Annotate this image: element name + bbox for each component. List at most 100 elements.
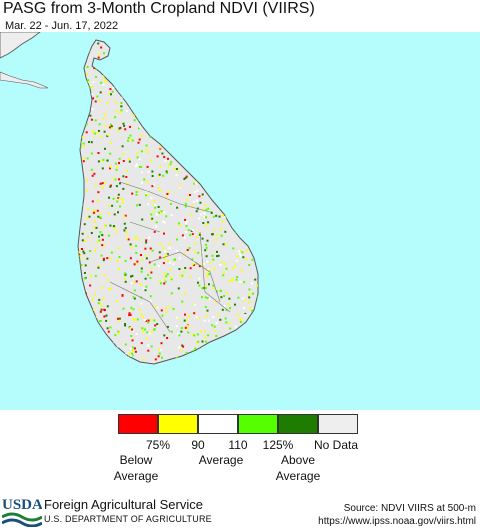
ndvi-pixel [93,220,96,223]
ndvi-pixel [122,187,125,190]
ndvi-pixel [165,275,168,278]
ndvi-pixel [248,264,251,266]
ndvi-pixel [140,342,143,345]
ndvi-pixel [166,273,169,276]
ndvi-pixel [142,358,145,361]
ndvi-pixel [116,259,119,262]
ndvi-pixel [229,327,232,330]
ndvi-pixel [232,267,235,270]
legend-group-below-2: Average [113,469,159,483]
ndvi-pixel [234,264,237,267]
ndvi-pixel [140,134,143,137]
ndvi-pixel [204,336,207,339]
ndvi-pixel [187,229,190,231]
ndvi-pixel [83,252,86,255]
ndvi-pixel [166,172,169,174]
ndvi-pixel [180,349,183,352]
ndvi-pixel [158,211,160,214]
ndvi-pixel [109,224,112,227]
india-coast [0,32,41,59]
ndvi-pixel [161,314,164,317]
ndvi-pixel [115,185,118,188]
ndvi-pixel [199,213,202,216]
ndvi-pixel [101,244,104,247]
ndvi-pixel [92,97,95,100]
ndvi-pixel [86,66,89,68]
ndvi-pixel [202,222,205,224]
ndvi-pixel [169,163,172,166]
ndvi-pixel [176,206,179,209]
ndvi-pixel [187,331,190,334]
ndvi-pixel [134,165,137,168]
ndvi-pixel [152,183,155,186]
ndvi-pixel [177,170,180,173]
legend-tick-nodata: No Data [313,438,359,452]
ndvi-pixel [136,204,138,207]
ndvi-pixel [185,175,188,178]
ndvi-pixel [155,221,158,224]
ndvi-pixel [250,282,253,285]
ndvi-pixel [114,116,117,119]
ndvi-pixel [138,158,141,161]
ndvi-pixel [109,152,112,155]
ndvi-pixel [204,296,207,299]
ndvi-pixel [219,318,222,321]
ndvi-pixel [158,251,161,254]
source-url[interactable]: https://www.ipss.noaa.gov/viirs.html [318,516,476,527]
ndvi-pixel [208,319,210,322]
ndvi-pixel [80,264,83,266]
ndvi-pixel [179,275,182,277]
ndvi-pixel [136,152,139,155]
ndvi-pixel [153,328,156,331]
ndvi-pixel [205,243,208,246]
ndvi-pixel [204,284,207,287]
ndvi-pixel [132,281,135,284]
ndvi-pixel [124,280,127,283]
ndvi-pixel [135,235,137,238]
ndvi-pixel [105,319,108,322]
ndvi-pixel [161,356,163,359]
ndvi-pixel [140,302,143,305]
ndvi-pixel [131,328,134,331]
ndvi-pixel [157,187,160,189]
ndvi-pixel [196,333,199,336]
ndvi-pixel [162,220,165,223]
ndvi-pixel [212,229,215,231]
ndvi-pixel [100,254,103,257]
ndvi-pixel [197,251,200,254]
ndvi-pixel [122,153,125,155]
ndvi-pixel [197,340,200,343]
ndvi-pixel [107,134,110,137]
data-source: Source: NDVI VIIRS at 500-m [343,503,476,514]
ndvi-pixel [140,258,143,261]
ndvi-pixel [156,323,159,326]
ndvi-pixel [100,136,103,138]
ndvi-pixel [108,288,111,291]
ndvi-pixel [248,293,251,296]
ndvi-pixel [159,190,162,193]
ndvi-pixel [97,152,100,154]
ndvi-pixel [102,297,105,300]
ndvi-pixel [158,280,161,283]
ndvi-pixel [86,157,89,160]
ndvi-pixel [103,244,106,247]
ndvi-pixel [251,307,253,310]
ndvi-pixel [109,88,112,91]
ndvi-pixel [184,326,187,329]
ndvi-pixel [189,194,191,196]
ndvi-pixel [82,157,85,160]
ndvi-pixel [94,249,97,252]
ndvi-pixel [130,354,133,357]
ndvi-pixel [221,308,224,311]
ndvi-pixel [224,243,227,246]
ndvi-pixel [192,264,195,267]
ndvi-pixel [141,327,144,330]
ndvi-pixel [114,178,117,181]
ndvi-pixel [184,267,187,269]
ndvi-pixel [114,162,117,165]
ndvi-pixel [135,193,138,196]
ndvi-pixel [140,267,143,270]
ndvi-pixel [126,169,129,172]
ndvi-pixel [221,261,224,264]
ndvi-pixel [131,339,134,342]
